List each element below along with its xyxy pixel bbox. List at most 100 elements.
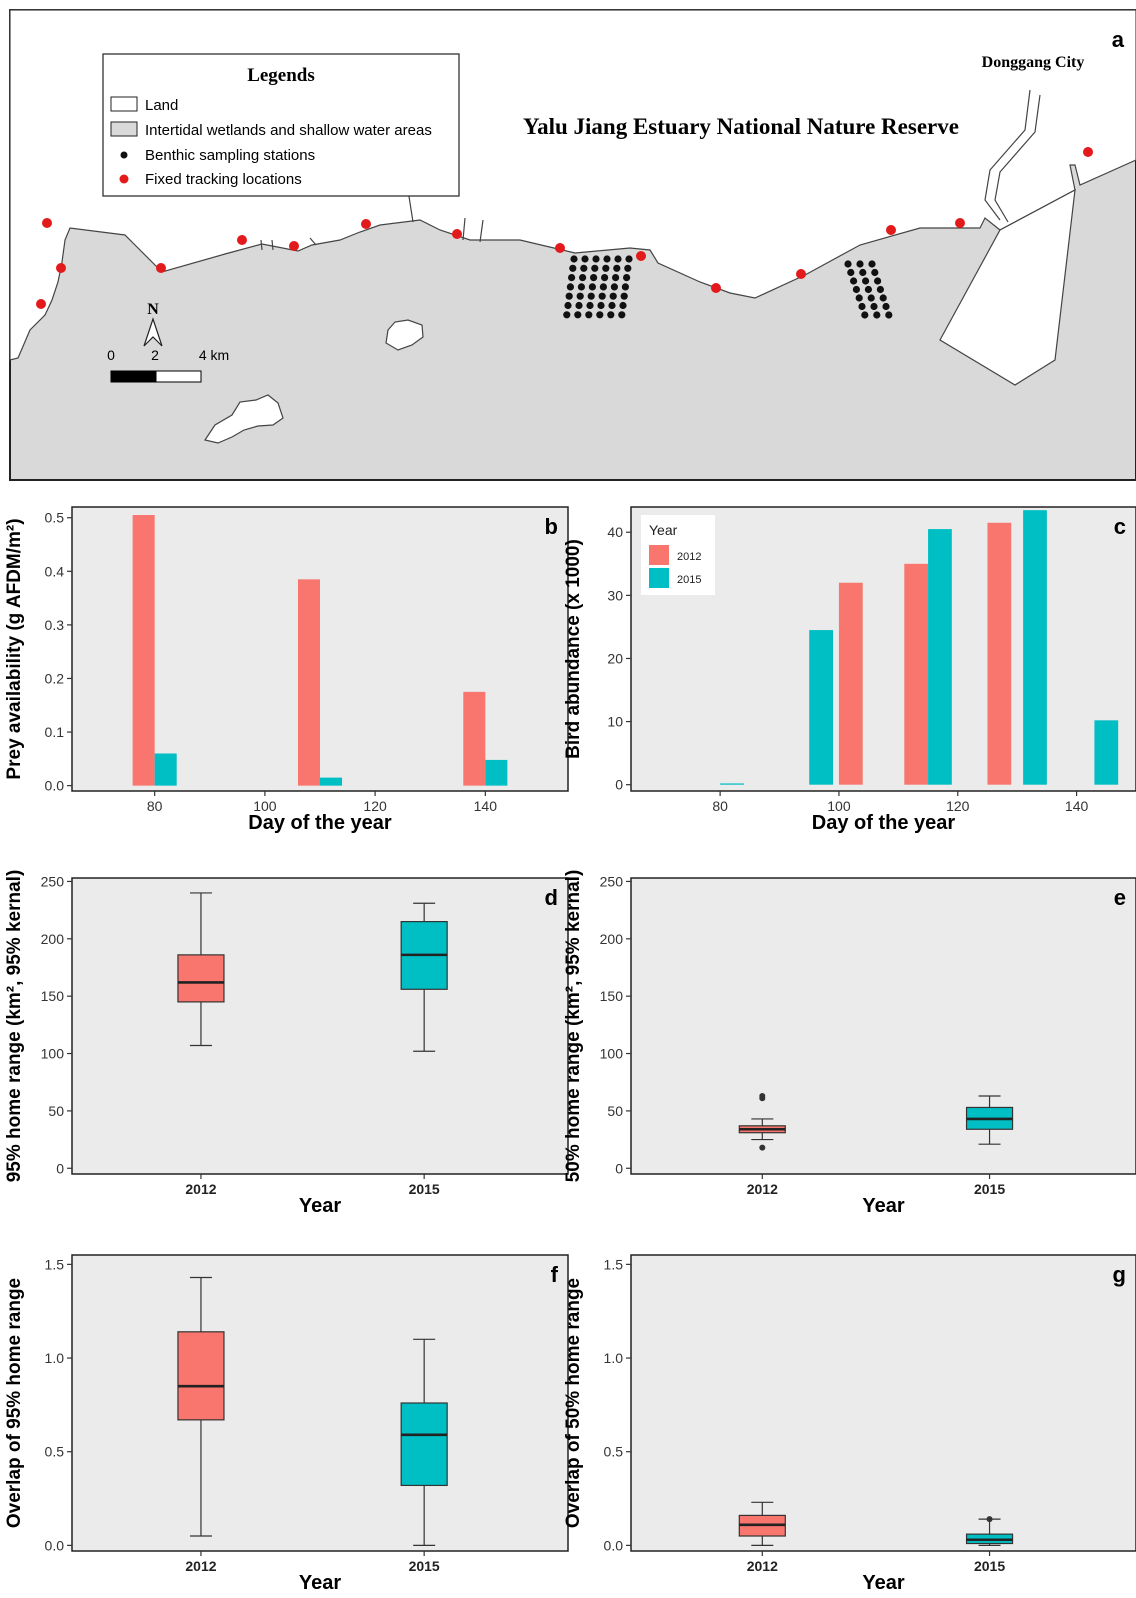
panel-b: b 0.0 0.1 0.2 0.3 0.4 0.5 Prey availability (g … — [4, 506, 569, 834]
y-tick-label: 0.4 — [45, 563, 65, 579]
y-tick-label: 0.3 — [45, 617, 65, 633]
x-axis-label: Day of the year — [248, 812, 392, 834]
sampling-station-marker — [856, 260, 864, 268]
legend-wetland-swatch — [110, 121, 138, 137]
legend-station-marker — [120, 151, 128, 159]
sampling-station-marker — [586, 301, 594, 310]
legend-swatch-2012 — [649, 545, 669, 565]
sampling-station-marker — [847, 268, 855, 277]
y-tick-label: 50 — [48, 1103, 64, 1119]
y-tick-label: 150 — [600, 988, 624, 1004]
sampling-station-marker — [564, 301, 572, 310]
sampling-station-marker — [619, 301, 627, 310]
sampling-station-marker — [608, 301, 616, 310]
sampling-station-marker — [588, 283, 597, 291]
bar-2015 — [1094, 720, 1119, 785]
y-tick-label: 0.5 — [604, 1444, 624, 1460]
x-tick-label: 120 — [946, 798, 970, 814]
sampling-station-marker — [574, 311, 582, 319]
y-tick-label: 200 — [600, 931, 624, 947]
panel-letter-f: f — [551, 1262, 559, 1287]
tracking-location-marker — [42, 218, 52, 228]
x-tick-label: 140 — [474, 798, 498, 814]
y-tick-label: 1.5 — [604, 1256, 624, 1272]
sampling-station-marker — [870, 302, 878, 311]
panel-letter-c: c — [1114, 514, 1126, 539]
box-2012 — [177, 1276, 225, 1537]
sampling-station-marker — [563, 311, 571, 319]
x-tick-label: 2012 — [747, 1181, 778, 1197]
bar-2012 — [838, 582, 863, 785]
x-tick-label: 80 — [712, 798, 728, 814]
sampling-station-marker — [873, 311, 881, 319]
box-2015 — [400, 902, 448, 1052]
scale-label-0: 0 — [107, 347, 115, 363]
tracking-location-marker — [886, 225, 896, 235]
legend-label-2012: 2012 — [677, 551, 701, 563]
panel-c: c 0 10 20 30 40 Bird abundance (x 1000) Day of … — [563, 506, 1136, 834]
panel-letter-g: g — [1113, 1262, 1126, 1287]
x-tick-label: 2012 — [747, 1558, 778, 1574]
bar-2012 — [132, 515, 155, 786]
bar-2015 — [485, 759, 508, 786]
y-tick-label: 100 — [600, 1046, 624, 1062]
sampling-station-marker — [861, 311, 869, 319]
y-tick-label: 0.1 — [45, 724, 65, 740]
panel-letter-a: a — [1112, 27, 1125, 52]
land-east-harbor — [939, 188, 1076, 386]
box-2012 — [177, 892, 225, 1047]
sampling-station-marker — [623, 274, 631, 282]
sampling-station-marker — [874, 277, 882, 285]
y-tick-label: 150 — [41, 988, 65, 1004]
x-axis-label: Year — [299, 1572, 341, 1594]
sampling-station-marker — [610, 283, 619, 291]
tracking-location-marker — [156, 263, 166, 273]
panel-g: g 0.0 0.5 1.0 1.5 Overlap of 50% home range Ye… — [563, 1254, 1136, 1594]
chart-panels: b 0.0 0.1 0.2 0.3 0.4 0.5 Prey availability (g … — [4, 506, 1136, 1594]
sampling-station-marker — [868, 260, 876, 268]
legend-title: Legends — [247, 65, 315, 86]
box-body — [177, 954, 225, 1003]
sampling-station-marker — [620, 292, 628, 300]
scale-segment-white — [155, 370, 202, 383]
sampling-station-marker — [569, 264, 577, 272]
sampling-station-marker — [581, 255, 589, 263]
map-legend: Legends Land Intertidal wetlands and sha… — [102, 53, 460, 197]
sampling-station-marker — [858, 302, 866, 311]
sampling-station-marker — [590, 274, 598, 282]
x-axis-label: Year — [299, 1195, 341, 1217]
tracking-location-marker — [361, 219, 371, 229]
sampling-station-marker — [885, 311, 893, 319]
sampling-station-marker — [852, 285, 861, 294]
y-axis-label: 50% home range (km², 95% kernal) — [563, 870, 584, 1183]
legend-label-2015: 2015 — [677, 574, 701, 586]
y-axis-label: Prey availability (g AFDM/m²) — [4, 518, 25, 779]
sampling-station-marker — [591, 264, 599, 272]
bar-2012 — [463, 691, 486, 786]
chart-legend: Year 2012 2015 — [641, 515, 715, 595]
panel-letter-e: e — [1114, 885, 1126, 910]
sampling-station-marker — [618, 311, 626, 319]
y-tick-label: 0.5 — [45, 1444, 65, 1460]
sampling-station-marker — [603, 255, 611, 263]
sampling-station-marker — [624, 264, 632, 272]
y-tick-label: 0 — [615, 777, 623, 793]
sampling-station-marker — [855, 294, 863, 302]
tracking-location-marker — [289, 241, 299, 251]
sampling-station-marker — [621, 283, 630, 291]
legend-land-label: Land — [145, 97, 178, 114]
x-axis-label: Year — [862, 1572, 904, 1594]
river-channel — [984, 89, 1041, 223]
sampling-station-marker — [570, 255, 578, 263]
y-tick-label: 1.0 — [45, 1350, 65, 1366]
tracking-location-marker — [56, 263, 66, 273]
island-small — [385, 319, 424, 351]
y-tick-label: 50 — [607, 1103, 623, 1119]
bar-2015 — [809, 630, 833, 785]
panel-letter-d: d — [545, 885, 558, 910]
bar-2012 — [297, 579, 320, 786]
sampling-station-marker — [859, 268, 867, 277]
tracking-location-marker — [711, 283, 721, 293]
y-tick-label: 10 — [607, 714, 623, 730]
